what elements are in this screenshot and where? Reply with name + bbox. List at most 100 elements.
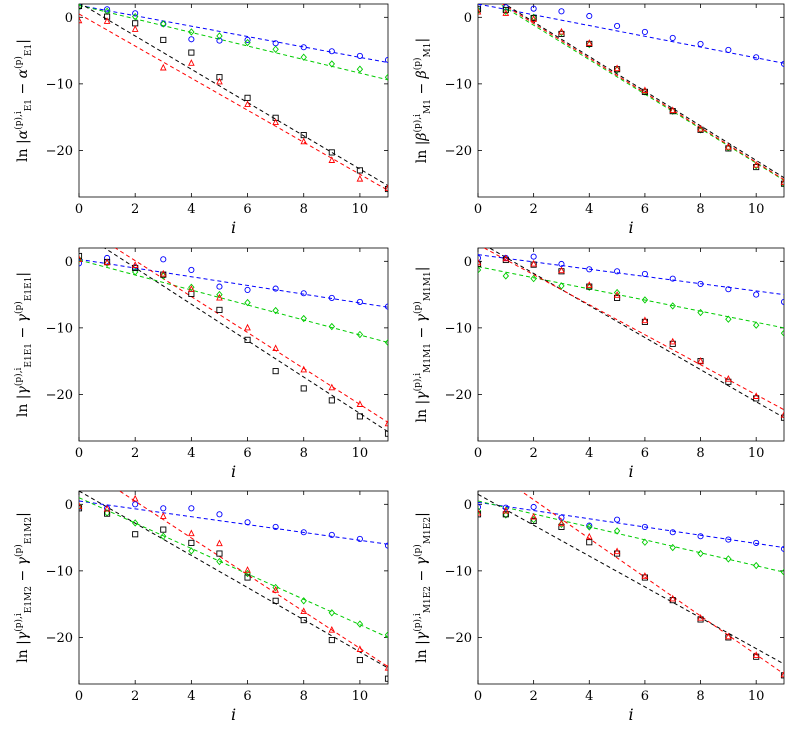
data-point-series-3 (502, 6, 509, 14)
data-point-series-4 (244, 566, 251, 573)
fit-line-series-4 (501, 4, 784, 181)
data-point-series-4 (272, 344, 279, 352)
data-point-series-2 (216, 32, 223, 40)
x-axis-label: i (628, 218, 633, 237)
data-point-series-3 (614, 294, 621, 301)
data-point-series-4 (613, 64, 621, 72)
data-point-series-2 (697, 549, 704, 558)
data-point-series-4 (725, 142, 732, 150)
data-point-series-4 (641, 316, 649, 324)
y-tick-label: −20 (46, 388, 73, 403)
data-point-series-3 (160, 271, 167, 278)
data-point-series-3 (188, 290, 195, 297)
x-tick-label: 6 (243, 202, 251, 217)
x-tick-label: 2 (131, 202, 139, 217)
data-point-series-1 (244, 286, 251, 293)
data-point-series-2 (725, 315, 732, 323)
data-point-series-2 (188, 28, 195, 36)
data-point-series-1 (132, 10, 139, 17)
x-tick-label: 8 (696, 446, 704, 461)
data-point-series-4 (356, 645, 364, 652)
y-tick-label: 0 (464, 11, 472, 26)
data-point-series-2 (300, 597, 307, 605)
data-point-series-1 (753, 54, 760, 61)
fit-line-series-2 (79, 4, 388, 81)
data-point-series-1 (188, 266, 195, 274)
x-tick-label: 8 (300, 446, 308, 461)
y-tick-label: −20 (46, 144, 73, 159)
x-tick-label: 10 (352, 446, 369, 461)
data-point-series-3 (272, 114, 279, 121)
plot-area (79, 248, 388, 437)
data-point-series-2 (356, 620, 364, 628)
data-point-series-4 (613, 291, 621, 298)
y-tick-label: 0 (464, 255, 472, 270)
data-point-series-1 (614, 22, 621, 30)
fit-line-series-3 (103, 248, 388, 433)
x-tick-label: 0 (75, 202, 83, 217)
y-tick-label: −20 (445, 631, 472, 646)
data-point-series-2 (328, 609, 336, 617)
data-point-series-4 (725, 375, 732, 382)
x-tick-label: 4 (187, 446, 195, 461)
data-point-series-4 (752, 392, 760, 399)
data-point-series-4 (356, 400, 364, 407)
data-point-series-3 (216, 306, 223, 313)
data-point-series-1 (328, 531, 335, 538)
data-point-series-3 (780, 414, 784, 421)
data-point-series-3 (697, 126, 704, 133)
data-point-series-4 (478, 7, 482, 15)
data-point-series-2 (131, 519, 139, 527)
fit-line-series-4 (520, 491, 784, 675)
data-point-series-1 (384, 56, 388, 63)
chart-panel-3: 0 2 4 6 8 10 0 −10 −20 i ln |γ(p),iE1E1 − γ(p)E1E1… (13, 247, 389, 481)
data-point-series-4 (79, 255, 83, 262)
y-tick-label: −10 (445, 321, 472, 336)
data-point-series-3 (79, 252, 83, 260)
data-point-series-1 (669, 34, 676, 41)
data-point-series-4 (752, 651, 760, 658)
data-point-series-1 (104, 6, 111, 13)
data-point-series-3 (132, 264, 139, 272)
data-point-series-4 (384, 663, 388, 671)
data-point-series-3 (356, 413, 363, 420)
data-point-series-4 (188, 529, 195, 537)
fit-line-series-1 (478, 4, 784, 64)
data-point-series-4 (502, 9, 510, 16)
data-point-series-4 (502, 506, 510, 514)
data-point-series-4 (478, 258, 482, 266)
data-point-series-4 (131, 25, 139, 32)
data-point-series-1 (641, 28, 648, 36)
data-point-series-1 (725, 536, 732, 543)
fit-line-series-1 (478, 254, 784, 296)
data-point-series-3 (328, 397, 335, 404)
data-point-series-2 (300, 53, 307, 61)
x-tick-label: 2 (529, 202, 537, 217)
data-point-series-1 (384, 542, 388, 549)
data-point-series-2 (502, 272, 510, 280)
fit-line-series-2 (478, 266, 784, 329)
data-point-series-1 (216, 283, 223, 290)
y-axis-label: ln |γ(p),iM1M1 − γ(p)M1M1| (412, 267, 433, 423)
x-tick-label: 0 (474, 689, 482, 704)
data-point-series-2 (244, 298, 251, 307)
data-point-series-1 (300, 290, 307, 297)
data-point-series-2 (558, 282, 565, 290)
data-point-series-2 (752, 561, 760, 570)
fit-line-series-4 (118, 491, 388, 668)
x-tick-label: 10 (748, 689, 765, 704)
data-point-series-4 (558, 519, 565, 527)
data-point-series-2 (478, 266, 482, 274)
data-point-series-4 (669, 106, 677, 114)
y-axis-label: ln |α(p),iE1 − α(p)E1| (13, 39, 34, 162)
fit-line-series-3 (478, 493, 784, 665)
data-point-series-2 (160, 532, 167, 540)
fit-line-series-3 (488, 248, 784, 419)
fit-line-series-4 (114, 248, 388, 423)
data-point-series-4 (585, 39, 593, 46)
fit-line-series-2 (79, 497, 388, 638)
fit-line-series-4 (79, 13, 388, 191)
data-point-series-1 (132, 501, 139, 508)
data-point-series-3 (558, 523, 565, 530)
